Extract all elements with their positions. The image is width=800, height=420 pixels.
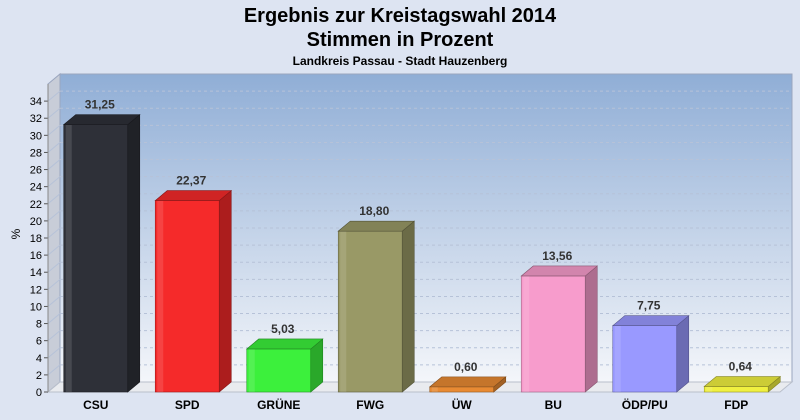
x-tick-label: CSU (83, 398, 108, 412)
bar-fdp (703, 375, 782, 393)
x-tick-label: SPD (175, 398, 200, 412)
y-tick-label: 30 (30, 130, 42, 142)
grid-line-side (47, 313, 61, 324)
x-tick-label: FWG (356, 398, 384, 412)
chart-subtitle: Landkreis Passau - Stadt Hauzenberg (292, 54, 508, 68)
chart-title: Ergebnis zur Kreistagswahl 2014 (243, 5, 557, 27)
y-tick-label: 14 (30, 267, 42, 279)
bar-highlight (614, 325, 621, 392)
bar-highlight (248, 348, 255, 392)
bar-front (337, 230, 403, 393)
bar-fwg (337, 220, 416, 393)
y-tick-label: 16 (30, 250, 42, 262)
y-tick-label: 10 (30, 301, 42, 313)
bar-side (218, 189, 232, 393)
grid-line-side (47, 261, 61, 273)
value-label: 5,03 (271, 322, 295, 336)
bar-front (429, 386, 495, 393)
grid-line-side (47, 278, 61, 290)
y-tick-label: 32 (30, 113, 42, 125)
y-tick-label: 0 (36, 387, 42, 399)
bar-grüne (245, 338, 324, 393)
x-tick-label: ÖDP/PU (622, 397, 668, 412)
value-label: 22,37 (176, 174, 206, 188)
grid-line-side (47, 124, 61, 136)
y-tick-label: 8 (36, 319, 42, 331)
bar-üw (428, 376, 507, 393)
bar-side (584, 265, 598, 393)
bar-top (428, 376, 507, 388)
grid-line-side (47, 176, 61, 188)
bar-highlight (523, 275, 530, 392)
grid-line-side (47, 193, 61, 205)
bar-bu (520, 265, 599, 393)
y-tick-label: 22 (30, 199, 42, 211)
y-tick-label: 20 (30, 216, 42, 228)
x-tick-label: BU (545, 398, 562, 412)
grid-line-side (47, 142, 61, 153)
grid-line-side (47, 107, 61, 119)
chart-title-line-2: Stimmen in Prozent (306, 29, 494, 51)
bar-spd (154, 189, 233, 393)
grid-line-side (47, 90, 61, 102)
bar-highlight (706, 386, 713, 392)
grid-line-side (47, 364, 61, 376)
y-tick-label: 4 (36, 353, 42, 365)
grid-line-side (47, 227, 61, 239)
bar-side (401, 220, 415, 393)
bar-ödp/pu (611, 315, 690, 393)
y-tick-label: 18 (30, 233, 42, 245)
y-tick-label: 28 (30, 147, 42, 159)
bar-top (245, 338, 324, 350)
x-tick-label: ÜW (452, 397, 473, 412)
grid-line-side (47, 347, 61, 359)
grid-line-side (47, 330, 61, 342)
grid-line-side (47, 296, 61, 307)
bar-front (154, 200, 220, 393)
bar-top (337, 220, 416, 232)
value-label: 18,80 (359, 204, 389, 218)
bar-top (62, 114, 141, 125)
bar-highlight (431, 386, 438, 392)
bar-highlight (340, 231, 347, 392)
x-tick-label: FDP (724, 398, 748, 412)
y-axis-label: % (9, 228, 23, 239)
grid-line-side (47, 210, 61, 222)
bar-csu (62, 113, 141, 393)
value-label: 7,75 (637, 299, 661, 313)
bar-front (703, 386, 769, 393)
value-label: 31,25 (85, 98, 115, 112)
y-tick-label: 12 (30, 284, 42, 296)
value-label: 0,64 (729, 360, 753, 374)
bar-top (703, 376, 782, 387)
bar-top (154, 190, 233, 201)
value-label: 0,60 (454, 360, 478, 374)
bar-front (246, 348, 312, 393)
bar-side (127, 113, 141, 393)
bar-front (612, 325, 678, 393)
x-axis: CSU SPD GRÜNE FWG ÜW BU ÖDP/PU FDP (83, 397, 748, 412)
bars: 31,25 22,37 5,03 18,80 0,60 13,56 7,75 0,64 (62, 98, 782, 393)
y-tick-label: 2 (36, 370, 42, 382)
bar-highlight (65, 124, 72, 392)
y-tick-label: 24 (30, 182, 42, 194)
bar-highlight (157, 200, 164, 392)
value-label: 13,56 (542, 249, 572, 263)
bar-top (520, 265, 599, 277)
y-tick-label: 6 (36, 336, 42, 348)
y-tick-label: 34 (30, 96, 42, 108)
x-tick-label: GRÜNE (257, 397, 300, 412)
bar-front (520, 275, 586, 393)
bar-top (611, 315, 690, 326)
grid-line-side (47, 244, 61, 256)
bar-side (676, 315, 690, 393)
y-tick-label: 26 (30, 165, 42, 177)
bar-front (63, 124, 129, 393)
grid-line-side (47, 159, 61, 170)
